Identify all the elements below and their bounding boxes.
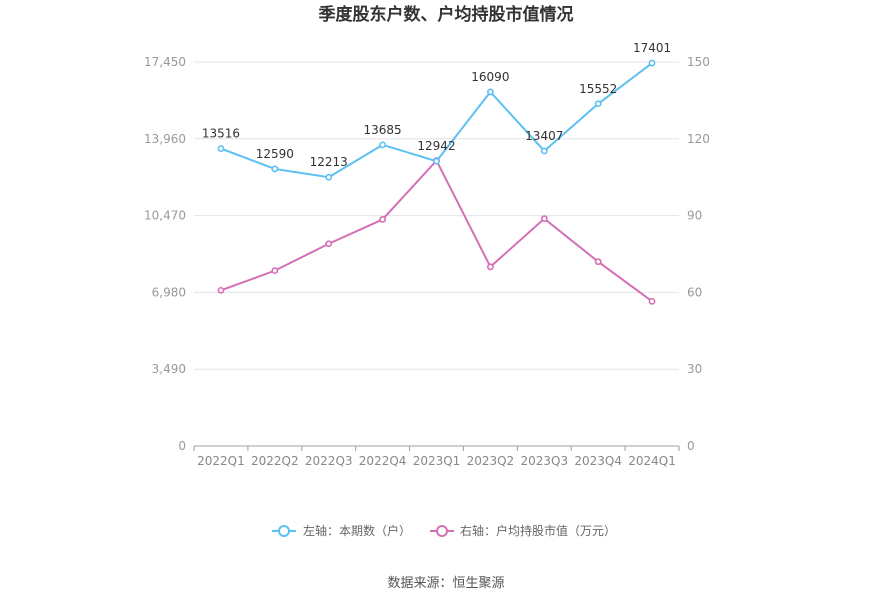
x-tick-label: 2022Q3: [305, 454, 353, 468]
legend-label: 左轴：本期数（户）: [303, 523, 411, 538]
source-text: 数据来源：恒生聚源: [387, 576, 504, 591]
x-tick-label: 2022Q2: [251, 454, 299, 468]
data-point: [379, 141, 387, 149]
right-axis-ticks: 0 30 60 90 120 150: [687, 55, 710, 453]
x-tick-label: 2023Q3: [520, 454, 568, 468]
data-point: [271, 165, 279, 173]
legend-label: 右轴：户均持股市值（万元）: [460, 523, 616, 538]
legend-marker: [278, 525, 290, 537]
series-layer: 13516 12590 12213 13685 12942 16090 13407 15552…: [202, 41, 671, 305]
x-tick-label: 2023Q4: [574, 454, 622, 468]
data-point: [271, 267, 279, 275]
x-tick-label: 2022Q4: [359, 454, 407, 468]
left-axis-ticks: 0 3,490 6,980 10,470 13,960 17,450: [144, 55, 186, 453]
data-label: 16090: [471, 70, 509, 84]
right-tick-label: 0: [687, 439, 695, 453]
data-point: [379, 216, 387, 223]
data-label: 17401: [633, 41, 671, 55]
right-tick-label: 90: [687, 209, 702, 223]
data-label: 12942: [417, 139, 455, 153]
x-tick-label: 2023Q2: [467, 454, 515, 468]
chart-title: 季度股东户数、户均持股市值情况: [319, 4, 574, 25]
data-point: [217, 145, 225, 152]
data-point: [594, 258, 602, 266]
left-tick-label: 3,490: [152, 362, 186, 376]
x-tick-label: 2022Q1: [197, 454, 245, 468]
left-tick-label: 6,980: [152, 285, 186, 299]
x-tick-label: 2024Q1: [628, 454, 676, 468]
right-tick-label: 120: [687, 132, 710, 146]
right-tick-label: 30: [687, 362, 702, 376]
data-label: 13516: [202, 127, 240, 141]
data-point: [648, 297, 656, 305]
data-label: 12213: [310, 155, 348, 169]
data-point: [486, 263, 494, 271]
data-point: [486, 88, 494, 96]
left-tick-label: 13,960: [144, 132, 186, 146]
data-label: 12590: [256, 147, 294, 161]
data-point: [325, 173, 333, 181]
right-tick-label: 150: [687, 55, 710, 69]
data-label: 15552: [579, 82, 617, 96]
data-point: [540, 147, 548, 155]
series-line: [220, 158, 653, 303]
left-tick-label: 10,470: [144, 209, 186, 223]
x-tick-label: 2023Q1: [413, 454, 461, 468]
data-point: [594, 100, 602, 108]
grid: [194, 61, 679, 370]
left-tick-label: 17,450: [144, 55, 186, 69]
right-tick-label: 60: [687, 285, 702, 299]
data-point: [433, 157, 440, 165]
legend-marker: [436, 525, 448, 537]
data-point: [540, 215, 548, 223]
data-point: [217, 286, 225, 294]
left-tick-label: 0: [178, 439, 186, 453]
legend: 左轴：本期数（户） 右轴：户均持股市值（万元）: [272, 523, 616, 538]
x-axis: 2022Q1 2022Q2 2022Q3 2022Q4 2023Q1 2023Q2 2023…: [193, 445, 680, 468]
data-label: 13685: [364, 123, 402, 137]
data-point: [325, 240, 333, 248]
data-point: [648, 59, 656, 67]
data-label: 13407: [525, 129, 563, 143]
